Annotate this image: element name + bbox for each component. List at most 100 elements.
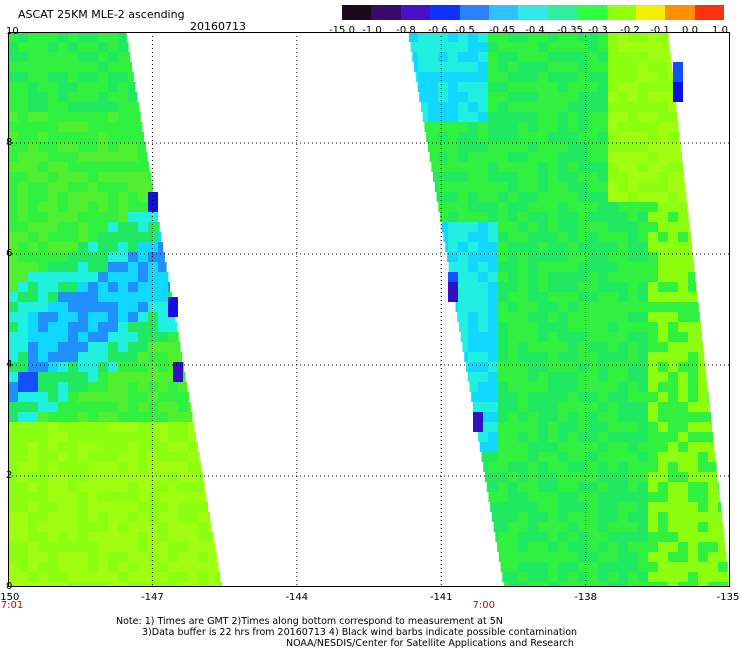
wind-cell-west (68, 462, 78, 472)
wind-cell-east (618, 572, 628, 582)
wind-cell-east (608, 342, 618, 352)
wind-cell-west (98, 262, 108, 272)
wind-cell-east (508, 362, 518, 372)
wind-cell-east (688, 472, 698, 482)
wind-cell-west (28, 582, 38, 587)
wind-cell-east (648, 292, 658, 302)
wind-cell-east (478, 152, 488, 162)
wind-cell-east (568, 312, 578, 322)
wind-cell-west (78, 512, 88, 522)
wind-cell-west (58, 52, 68, 62)
wind-cell-east (458, 82, 468, 92)
wind-cell-west (138, 212, 148, 222)
wind-cell-east (468, 262, 478, 272)
wind-cell-west (148, 392, 158, 402)
wind-cell-west (138, 582, 148, 587)
wind-cell-west (48, 132, 58, 142)
wind-cell-east (708, 502, 718, 512)
wind-cell-east (448, 62, 458, 72)
wind-cell-west (58, 502, 68, 512)
wind-cell-east (483, 462, 488, 472)
wind-cell-west (158, 532, 168, 542)
wind-cell-east (508, 552, 518, 562)
wind-cell-east (578, 92, 588, 102)
wind-cell-east (648, 502, 658, 512)
wind-cell-west (178, 462, 188, 472)
wind-cell-west (118, 422, 128, 432)
colorbar-labels: -15.0 -1.0 -0.8 -0.6 -0.5 -0.45 -0.4 -0.35 -0.3-… (329, 25, 736, 39)
wind-cell-east (658, 212, 668, 222)
wind-cell-east (608, 372, 618, 382)
wind-cell-east (668, 242, 678, 252)
wind-cell-west (28, 362, 38, 372)
wind-cell-west (208, 572, 218, 582)
wind-cell-east (558, 402, 568, 412)
wind-cell-east (558, 572, 568, 582)
wind-cell-east (558, 382, 568, 392)
wind-cell-east (598, 502, 608, 512)
wind-cell-east (498, 52, 508, 62)
wind-cell-east (588, 462, 598, 472)
wind-cell-west (178, 402, 188, 412)
wind-cell-west (138, 162, 148, 172)
wind-cell-west (108, 212, 118, 222)
wind-cell-east (638, 212, 648, 222)
wind-cell-east (508, 462, 518, 472)
wind-cell-east (608, 462, 618, 472)
colorbar-segment (606, 5, 636, 20)
wind-cell-east (488, 212, 498, 222)
wind-cell-west (28, 162, 38, 172)
map-plot-area[interactable] (8, 32, 730, 587)
wind-cell-west (88, 382, 98, 392)
wind-cell-west (28, 52, 38, 62)
wind-cell-west (178, 332, 179, 342)
wind-cell-east (578, 482, 588, 492)
wind-cell-east (448, 72, 458, 82)
wind-cell-east (678, 122, 679, 132)
wind-cell-west (8, 542, 18, 552)
wind-cell-east (578, 272, 588, 282)
wind-cell-east (518, 572, 528, 582)
wind-cell-east (558, 72, 568, 82)
wind-cell-east (538, 462, 548, 472)
wind-cell-east (498, 342, 508, 352)
wind-cell-west (108, 122, 118, 132)
wind-cell-east (438, 162, 448, 172)
wind-cell-east (608, 112, 618, 122)
wind-cell-east (518, 382, 528, 392)
wind-cell-west (38, 432, 48, 442)
wind-cell-east (598, 202, 608, 212)
wind-cell-west (138, 182, 148, 192)
wind-cell-east (458, 162, 468, 172)
wind-cell-west (98, 82, 108, 92)
wind-cell-west (78, 302, 88, 312)
wind-cell-west (28, 482, 38, 492)
wind-cell-west (98, 62, 108, 72)
wind-cell-east (638, 322, 648, 332)
wind-cell-east (464, 352, 468, 362)
wind-cell-west (108, 132, 118, 142)
wind-cell-east (638, 362, 648, 372)
wind-cell-east (443, 232, 448, 242)
wind-cell-east (628, 492, 638, 502)
wind-cell-east (668, 462, 678, 472)
wind-cell-west (198, 532, 208, 542)
wind-cell-east (528, 302, 538, 312)
wind-cell-east (478, 242, 488, 252)
wind-cell-east (508, 472, 518, 482)
wind-cell-west (58, 182, 68, 192)
wind-cell-east (578, 152, 588, 162)
colorbar-label: -0.1 (650, 25, 670, 36)
colorbar-segment (518, 5, 548, 20)
wind-cell-west (38, 552, 48, 562)
wind-cell-east (648, 342, 658, 352)
wind-cell-east (458, 222, 468, 232)
wind-cell-west (108, 582, 118, 587)
wind-cell-east (508, 492, 518, 502)
wind-cell-west (38, 52, 48, 62)
wind-cell-west (38, 312, 48, 322)
wind-cell-west (48, 302, 58, 312)
wind-cell-west (68, 502, 78, 512)
wind-cell-east (508, 342, 518, 352)
wind-cell-west (78, 222, 88, 232)
